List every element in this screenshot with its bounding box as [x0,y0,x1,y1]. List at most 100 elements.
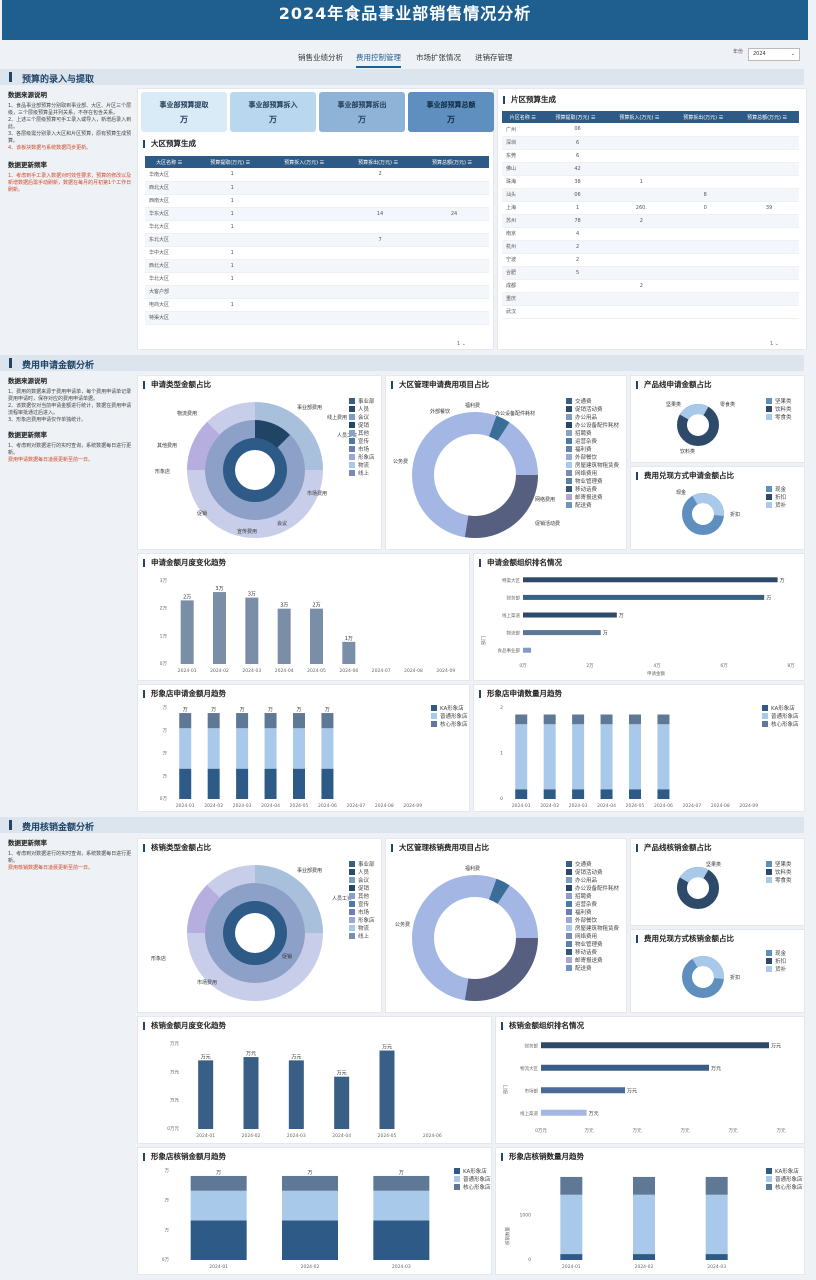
legend-item[interactable]: KA形象店 [766,1168,803,1176]
legend-item[interactable]: 物业管理费 [566,478,619,486]
table-row[interactable]: 汕头 06 8 [502,188,799,202]
legend-item[interactable]: 物流 [349,925,375,933]
chevron-down-icon[interactable]: ⌄ [461,341,466,347]
chevron-down-icon[interactable]: ⌄ [774,341,779,347]
table-row[interactable]: 南京 4 [502,227,799,241]
table-row[interactable]: 华南大区 1 2 [145,168,489,182]
legend-item[interactable]: 现金 [766,950,786,958]
legend-item[interactable]: 货补 [766,966,786,974]
legend-item[interactable]: 市场 [349,909,375,917]
legend-item[interactable]: 宣传 [349,901,375,909]
area-pager[interactable]: 1 ⌄ [770,341,779,347]
legend-item[interactable]: 运营杂费 [566,438,619,446]
legend-item[interactable]: 福利费 [566,909,619,917]
table-row[interactable]: 武汉 [502,305,799,319]
legend-item[interactable]: 形象店 [349,454,375,462]
legend-item[interactable]: 形象店 [349,917,375,925]
legend-item[interactable]: 促销 [349,422,375,430]
legend-item[interactable]: 移动话费 [566,486,619,494]
area-col-3[interactable]: 预算拆出(万元) ☰ [671,111,736,123]
legend-item[interactable]: 普通形象店 [762,713,799,721]
legend-item[interactable]: 线上 [349,933,375,941]
legend-item[interactable]: 办公设备配件耗材 [566,422,619,430]
legend-item[interactable]: 房屋建筑物租赁费 [566,925,619,933]
legend-item[interactable]: 促销 [349,885,375,893]
legend-item[interactable]: 会议 [349,414,375,422]
legend-item[interactable]: 其他 [349,893,375,901]
table-row[interactable]: 重庆 [502,292,799,306]
region-pager[interactable]: 1 ⌄ [457,341,466,347]
table-row[interactable]: 东北大区 7 [145,233,489,247]
table-row[interactable]: 杭州 2 [502,240,799,254]
table-row[interactable]: 珠海 38 1 [502,175,799,189]
legend-item[interactable]: 招聘费 [566,430,619,438]
area-col-4[interactable]: 预算总额(万元) ☰ [735,111,799,123]
table-row[interactable]: 华北大区 1 [145,220,489,234]
tab-expense[interactable]: 费用控制管理 [356,52,401,68]
legend-item[interactable]: 坚果类 [766,398,792,406]
legend-item[interactable]: 移动话费 [566,949,619,957]
table-row[interactable]: 西北大区 1 [145,181,489,195]
legend-item[interactable]: KA形象店 [431,705,468,713]
legend-item[interactable]: 核心形象店 [762,721,799,729]
table-row[interactable]: 华中大区 1 [145,246,489,260]
table-row[interactable]: 西南大区 1 [145,194,489,208]
legend-item[interactable]: 折扣 [766,958,786,966]
table-row[interactable]: 大客户部 [145,285,489,299]
legend-item[interactable]: 核心形象店 [454,1184,491,1192]
legend-item[interactable]: 办公用品 [566,414,619,422]
legend-item[interactable]: 运营杂费 [566,901,619,909]
legend-item[interactable]: 线上 [349,470,375,478]
region-col-3[interactable]: 预算拆出(万元) ☰ [341,156,416,168]
legend-item[interactable]: 网络费用 [566,470,619,478]
legend-item[interactable]: 外部餐饮 [566,454,619,462]
legend-item[interactable]: 核心形象店 [431,721,468,729]
legend-item[interactable]: 市场 [349,446,375,454]
legend-item[interactable]: 外部餐饮 [566,917,619,925]
table-row[interactable]: 苏州 78 2 [502,214,799,228]
area-col-2[interactable]: 预算拆入(万元) ☰ [607,111,672,123]
region-col-1[interactable]: 预算提取(万元) ☰ [193,156,268,168]
table-row[interactable]: 特渠大区 [145,311,489,325]
legend-item[interactable]: 核心形象店 [766,1184,803,1192]
table-row[interactable]: 合肥 5 [502,266,799,280]
table-row[interactable]: 成都 2 [502,279,799,293]
legend-item[interactable]: 事业部 [349,861,375,869]
legend-item[interactable]: 房屋建筑物租赁费 [566,462,619,470]
legend-item[interactable]: 货补 [766,502,786,510]
legend-item[interactable]: 招聘费 [566,893,619,901]
year-select[interactable]: 2024 ⌄ [748,48,800,61]
region-col-2[interactable]: 预算拆入(万元) ☰ [267,156,342,168]
legend-item[interactable]: 促销活动费 [566,406,619,414]
legend-item[interactable]: 饮料类 [766,869,792,877]
legend-item[interactable]: 办公设备配件耗材 [566,885,619,893]
legend-item[interactable]: 普通形象店 [454,1176,491,1184]
table-row[interactable]: 西北大区 1 [145,259,489,273]
table-row[interactable]: 华东大区 1 14 24 [145,207,489,221]
legend-item[interactable]: 宣传 [349,438,375,446]
table-row[interactable]: 电商大区 1 [145,298,489,312]
legend-item[interactable]: 饮料类 [766,406,792,414]
table-row[interactable]: 华北大区 1 [145,272,489,286]
table-row[interactable]: 东莞 6 [502,149,799,163]
legend-item[interactable]: 普通形象店 [766,1176,803,1184]
area-col-1[interactable]: 预算提取(万元) ☰ [543,111,608,123]
legend-item[interactable]: 会议 [349,877,375,885]
table-row[interactable]: 深圳 6 [502,136,799,150]
legend-item[interactable]: 现金 [766,486,786,494]
legend-item[interactable]: 折扣 [766,494,786,502]
legend-item[interactable]: 福利费 [566,446,619,454]
tab-sales[interactable]: 销售业绩分析 [298,53,343,62]
legend-item[interactable]: 零食类 [766,414,792,422]
legend-item[interactable]: 事业部 [349,398,375,406]
legend-item[interactable]: 人员 [349,869,375,877]
legend-item[interactable]: 交通费 [566,861,619,869]
tab-inventory[interactable]: 进销存管理 [475,53,513,62]
legend-item[interactable]: 普通形象店 [431,713,468,721]
legend-item[interactable]: 邮寄报送费 [566,494,619,502]
tab-market[interactable]: 市场扩张情况 [416,53,461,62]
legend-item[interactable]: 配送费 [566,502,619,510]
table-row[interactable]: 宁波 2 [502,253,799,267]
table-row[interactable]: 上海 1 260. 0 39 [502,201,799,215]
region-col-0[interactable]: 大区名称 ☰ [145,156,194,168]
